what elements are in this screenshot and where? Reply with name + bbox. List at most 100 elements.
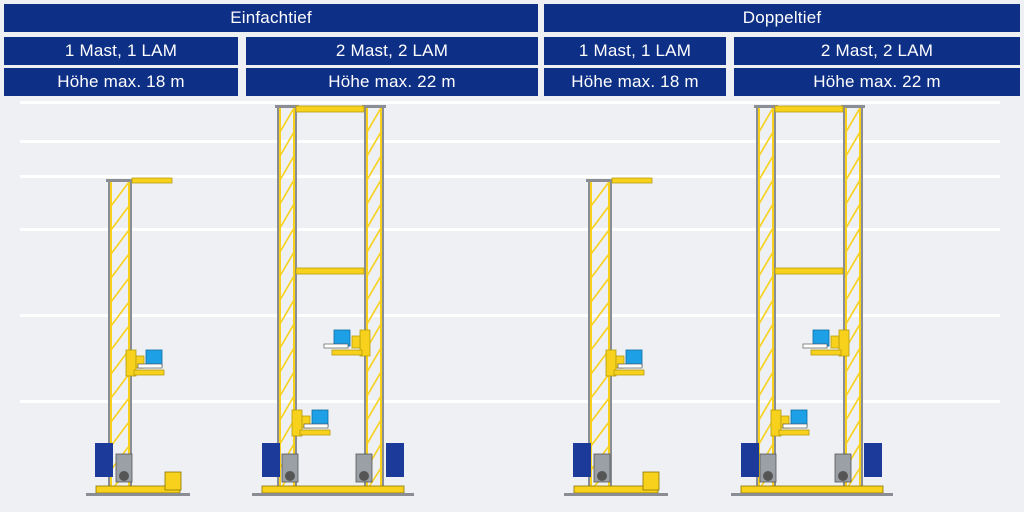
- lam-arm: [351, 335, 361, 349]
- wheel: [597, 471, 607, 481]
- shelf-line: [20, 140, 1000, 143]
- drive-motor: [864, 443, 882, 477]
- lam-arm: [830, 335, 840, 349]
- col2-masts: 2 Mast, 2 LAM: [246, 37, 538, 65]
- col4-masts: 2 Mast, 2 LAM: [734, 37, 1020, 65]
- mast-rail: [381, 108, 384, 490]
- top-crossbeam: [774, 105, 844, 113]
- mast-rail: [843, 108, 846, 490]
- col3-masts-label: 1 Mast, 1 LAM: [578, 41, 692, 60]
- col1-height-label: Höhe max. 18 m: [57, 72, 185, 91]
- col3-height: Höhe max. 18 m: [544, 68, 726, 96]
- load-box: [333, 329, 351, 347]
- col3-masts: 1 Mast, 1 LAM: [544, 37, 726, 65]
- load-tray: [802, 343, 828, 349]
- col1-height: Höhe max. 18 m: [4, 68, 238, 96]
- col3-height-label: Höhe max. 18 m: [571, 72, 699, 91]
- mast-rail: [609, 182, 612, 490]
- mast-rail: [860, 108, 863, 490]
- lam-fork: [778, 429, 810, 436]
- load-tray: [323, 343, 349, 349]
- shelf-line: [20, 314, 1000, 317]
- lam-fork: [810, 349, 842, 356]
- base-frame: [740, 485, 884, 494]
- mid-crossbeam: [774, 267, 844, 275]
- header-doppeltief: Doppeltief: [544, 4, 1020, 32]
- mast-lattice: [845, 105, 861, 491]
- shelf-line: [20, 175, 1000, 178]
- mast-rail: [364, 108, 367, 490]
- col4-masts-label: 2 Mast, 2 LAM: [820, 41, 934, 60]
- end-buffer: [164, 471, 182, 491]
- crane-1-mast-einfachtief: [86, 177, 190, 496]
- mast-cap: [106, 179, 134, 182]
- col4-height-label: Höhe max. 22 m: [813, 72, 941, 91]
- load-box: [311, 409, 329, 427]
- mast-cap: [586, 179, 614, 182]
- wheel: [359, 471, 369, 481]
- mid-crossbeam: [295, 267, 365, 275]
- drive-motor: [262, 443, 280, 477]
- load-tray: [617, 363, 643, 369]
- header-doppeltief-label: Doppeltief: [742, 8, 822, 27]
- base-frame: [261, 485, 405, 494]
- col2-masts-label: 2 Mast, 2 LAM: [335, 41, 449, 60]
- mast-rail-inner: [590, 182, 592, 490]
- lam-fork: [613, 369, 645, 376]
- wheel: [763, 471, 773, 481]
- mast-lattice: [366, 105, 382, 491]
- mast-rail: [294, 108, 297, 490]
- shelf-line: [20, 228, 1000, 231]
- header-einfachtief: Einfachtief: [4, 4, 538, 32]
- load-box: [625, 349, 643, 367]
- load-tray: [303, 423, 329, 429]
- mast-rail: [756, 108, 759, 490]
- col2-height: Höhe max. 22 m: [246, 68, 538, 96]
- drive-motor: [573, 443, 591, 477]
- load-tray: [782, 423, 808, 429]
- top-crossbeam: [295, 105, 365, 113]
- mast-cap: [362, 105, 386, 108]
- wheel: [285, 471, 295, 481]
- mast-rail: [108, 182, 111, 490]
- drive-motor: [741, 443, 759, 477]
- header-einfachtief-label: Einfachtief: [230, 8, 312, 27]
- wheel: [119, 471, 129, 481]
- mast-cap: [754, 105, 778, 108]
- mast-rail: [277, 108, 280, 490]
- lam-fork: [331, 349, 363, 356]
- lam-fork: [133, 369, 165, 376]
- load-box: [812, 329, 830, 347]
- drive-motor: [95, 443, 113, 477]
- lam-fork: [299, 429, 331, 436]
- col1-masts-label: 1 Mast, 1 LAM: [64, 41, 178, 60]
- base-rail: [731, 493, 893, 496]
- drive-motor: [386, 443, 404, 477]
- base-rail: [564, 493, 668, 496]
- col2-height-label: Höhe max. 22 m: [328, 72, 456, 91]
- crane-2-mast-einfachtief: [252, 105, 414, 496]
- shelf-line: [20, 400, 1000, 403]
- load-box: [790, 409, 808, 427]
- mast-cap: [275, 105, 299, 108]
- end-buffer: [642, 471, 660, 491]
- mast-rail: [588, 182, 591, 490]
- base-rail: [86, 493, 190, 496]
- load-tray: [137, 363, 163, 369]
- wheel: [838, 471, 848, 481]
- col1-masts: 1 Mast, 1 LAM: [4, 37, 238, 65]
- top-guide: [131, 177, 173, 184]
- mast-rail: [773, 108, 776, 490]
- top-guide: [611, 177, 653, 184]
- base-rail: [252, 493, 414, 496]
- shelf-line: [20, 101, 1000, 104]
- mast-cap: [841, 105, 865, 108]
- mast-rail-inner: [110, 182, 112, 490]
- crane-2-mast-doppeltief: [731, 105, 893, 496]
- crane-1-mast-doppeltief: [564, 177, 668, 496]
- shelf-lines: [20, 101, 1000, 403]
- load-box: [145, 349, 163, 367]
- col4-height: Höhe max. 22 m: [734, 68, 1020, 96]
- cranes: [86, 105, 893, 496]
